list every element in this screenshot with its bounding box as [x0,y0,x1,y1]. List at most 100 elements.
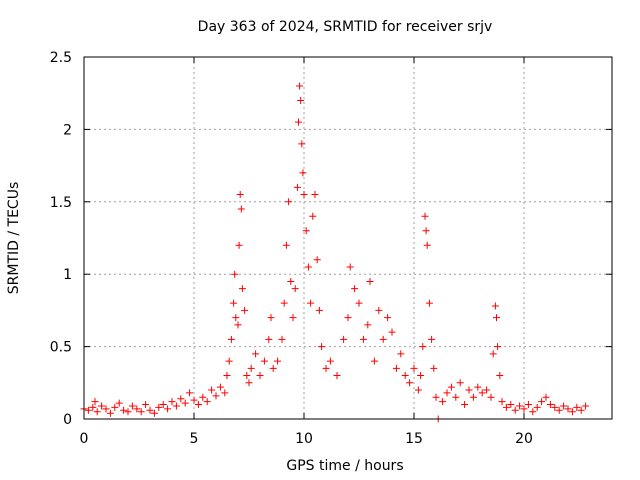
data-point [366,277,374,285]
data-point [120,406,128,414]
data-point [392,364,400,372]
y-tick-label: 1.5 [50,195,72,211]
data-point [447,383,455,391]
data-point [461,401,469,409]
data-point [533,403,541,411]
data-point [84,406,92,414]
data-point [102,405,110,413]
data-point [555,406,563,414]
data-point [186,389,194,397]
data-point [546,401,554,409]
data-point [265,335,273,343]
data-point [318,343,326,351]
data-point [291,285,299,293]
data-point [93,408,101,416]
data-point [443,389,451,397]
data-point [417,372,425,380]
data-point [172,402,180,410]
data-point [351,285,359,293]
y-tick-label: 0.5 [50,340,72,356]
data-point [159,401,167,409]
data-point [190,396,198,404]
data-point [491,302,499,310]
data-point [302,227,310,235]
data-point [474,383,482,391]
data-point [252,350,260,358]
data-point [326,357,334,365]
data-point [212,392,220,400]
data-point [287,277,295,285]
data-point [295,118,302,126]
data-point [98,402,106,410]
data-point [91,398,99,406]
data-point [237,205,245,213]
data-point [296,82,304,90]
data-point [496,372,504,380]
data-point [300,191,308,199]
data-point [423,241,431,249]
data-point [280,299,288,307]
data-point [203,398,211,406]
data-point [344,314,352,322]
x-tick-label: 20 [515,431,533,447]
data-point [269,364,277,372]
data-point [529,408,537,416]
data-point [428,335,436,343]
data-point [340,335,348,343]
data-point [502,403,510,411]
data-point [432,393,440,401]
data-point [282,241,290,249]
data-point [267,314,275,322]
data-point [297,96,305,104]
data-point [146,406,154,414]
data-point [234,321,242,329]
data-point [452,393,460,401]
data-point [230,299,238,307]
x-tick-label: 5 [190,431,199,447]
data-point [223,372,231,380]
x-tick-label: 10 [295,431,313,447]
data-point [498,398,506,406]
data-point [227,335,235,343]
data-point [542,393,550,401]
data-point [577,406,585,414]
data-point [199,393,207,401]
data-point [379,335,387,343]
data-point [478,389,486,397]
data-point [216,383,224,391]
y-axis-label: SRMTID / TECUs [6,182,22,295]
data-point [346,263,354,271]
grid [84,57,612,419]
data-point [194,401,202,409]
data-point [359,335,367,343]
data-point [456,379,464,387]
data-point [384,314,392,322]
data-point [524,401,532,409]
data-point [150,409,158,417]
data-point [322,364,330,372]
data-point [520,405,528,413]
data-point [573,403,581,411]
data-point [414,386,422,394]
data-point [106,409,114,417]
x-tick-labels: 0 5 10 15 20 [80,431,533,447]
data-points [80,82,590,423]
data-point [164,405,172,413]
data-point [243,372,251,380]
data-point [511,406,519,414]
data-point [375,306,383,314]
data-point [439,398,447,406]
data-point [208,386,216,394]
data-point [538,398,546,406]
data-point [307,299,315,307]
data-point [304,263,312,271]
data-point [238,285,246,293]
y-tick-label: 2.5 [50,50,72,66]
data-point [516,402,524,410]
data-point [235,241,243,249]
data-point [483,386,491,394]
data-point [388,328,396,336]
data-point [221,389,229,397]
data-point [465,386,473,394]
